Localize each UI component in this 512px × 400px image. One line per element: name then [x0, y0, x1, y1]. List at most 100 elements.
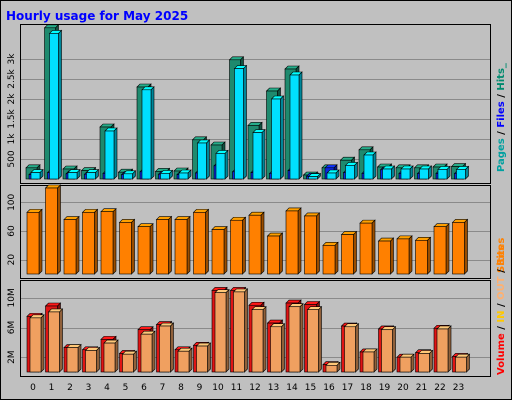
legend-top: Pages / Files / Hits_ [496, 63, 507, 172]
x-tick-label: 7 [160, 383, 166, 393]
bar-front-face [326, 172, 337, 180]
bar-front-face [344, 326, 356, 373]
bar-front-face [382, 168, 392, 180]
bar-front-face [345, 165, 355, 180]
bar-sites-4 [100, 207, 117, 275]
bar-side-face [224, 149, 229, 180]
bar-sites-15 [303, 212, 321, 275]
bar-pages-6 [141, 86, 155, 180]
bar-side-face [427, 236, 431, 275]
y-tick-label: 500 [7, 150, 17, 167]
bar-pages-23 [455, 165, 470, 180]
x-tick-label: 0 [30, 383, 36, 393]
bar-sites-16 [322, 241, 339, 275]
bar-out-10 [214, 288, 230, 373]
bar-front-face [270, 326, 282, 373]
y-tick-label: 6M [7, 321, 17, 335]
bar-sites-10 [211, 225, 228, 275]
bar-front-face [230, 219, 243, 275]
bar-side-face [334, 241, 339, 275]
bar-front-face [248, 214, 262, 275]
bar-front-face [325, 365, 338, 373]
bar-front-face [308, 176, 318, 180]
bar-front-face [415, 240, 428, 275]
legend-entry: / [496, 300, 507, 311]
x-tick-label: 9 [197, 383, 203, 393]
bar-sites-1 [44, 184, 62, 275]
bar-side-face [299, 303, 304, 373]
bar-side-face [59, 308, 63, 373]
bar-front-face [45, 187, 58, 275]
bar-front-face [196, 345, 208, 373]
bar-front-face [233, 291, 245, 373]
legend-middle: Sites [496, 245, 507, 273]
legend-entry: OUT [496, 276, 507, 300]
bar-side-face [223, 225, 228, 275]
bar-front-face [63, 219, 77, 275]
panel-middle: 20 60 100 [7, 184, 491, 279]
bar-side-face [114, 339, 119, 373]
x-tick-label: 17 [342, 383, 353, 393]
bar-front-face [322, 245, 336, 275]
legend-entry: / [496, 266, 507, 277]
bar-side-face [261, 128, 266, 180]
legend-entry: Sites [496, 245, 507, 273]
legend-entry: IN [496, 310, 507, 322]
bar-pages-3 [85, 168, 100, 180]
y-tick-label: 1.5k [7, 108, 17, 128]
bar-pages-14 [289, 71, 303, 180]
bar-out-1 [47, 308, 64, 373]
bar-side-face [373, 348, 378, 373]
bar-side-face [151, 330, 156, 373]
bar-side-face [242, 216, 246, 275]
bar-front-face [362, 351, 375, 373]
bar-front-face [26, 212, 40, 275]
bar-sites-12 [248, 211, 265, 275]
x-tick-label: 15 [305, 383, 316, 393]
bar-pages-15 [307, 172, 322, 180]
bar-side-face [372, 151, 377, 180]
bar-front-face [197, 142, 207, 180]
bar-side-face [77, 343, 82, 373]
bar-out-6 [140, 330, 156, 373]
x-tick-label: 11 [231, 383, 242, 393]
bar-out-11 [232, 288, 249, 373]
bar-out-0 [29, 314, 45, 373]
bar-side-face [96, 346, 100, 373]
bar-side-face [297, 207, 302, 275]
bar-side-face [188, 347, 193, 373]
bar-front-face [399, 356, 412, 373]
bar-front-face [137, 226, 151, 275]
bar-front-face [156, 219, 169, 275]
y-tick-label: 100 [7, 193, 17, 210]
bar-side-face [75, 215, 80, 275]
bar-sites-7 [155, 215, 173, 275]
bar-front-face [437, 169, 448, 180]
x-tick-label: 18 [360, 383, 372, 393]
bar-side-face [207, 342, 211, 373]
bar-front-face [160, 173, 170, 180]
bar-front-face [215, 153, 226, 180]
x-tick-label: 12 [249, 383, 260, 393]
bar-front-face [271, 98, 281, 180]
bar-side-face [186, 215, 191, 275]
bar-sites-14 [285, 207, 302, 275]
bar-sites-23 [451, 218, 469, 275]
bar-side-face [112, 207, 117, 275]
bar-side-face [298, 71, 303, 180]
bar-pages-2 [67, 168, 81, 180]
bar-front-face [436, 328, 449, 373]
bar-front-face [49, 33, 59, 180]
bar-front-face [378, 240, 391, 275]
bar-sites-2 [63, 215, 80, 275]
bar-side-face [262, 305, 267, 373]
bar-sites-19 [377, 237, 395, 275]
bar-front-face [193, 212, 206, 275]
bar-sites-0 [26, 208, 43, 275]
bar-front-face [234, 68, 244, 180]
x-tick-label: 19 [379, 383, 391, 393]
bar-front-face [396, 238, 410, 275]
bar-front-face [119, 222, 132, 275]
bar-front-face [86, 172, 96, 180]
bar-pages-22 [437, 165, 451, 180]
